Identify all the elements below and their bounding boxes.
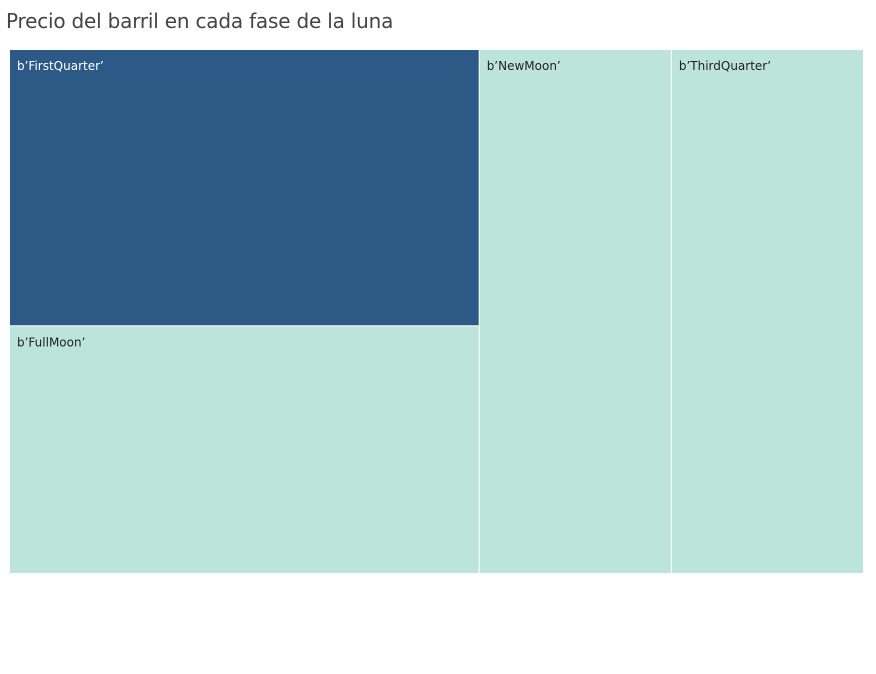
treemap-tile[interactable]: b’FullMoon’ — [10, 326, 479, 573]
treemap-tile-rect[interactable] — [10, 326, 479, 573]
treemap-tile[interactable]: b’ThirdQuarter’ — [671, 50, 863, 573]
treemap-svg: b’FirstQuarter’ b’FullMoon’ b’NewMoon’ b’Th… — [10, 50, 863, 573]
treemap-tile-rect[interactable] — [479, 50, 671, 573]
chart-title: Precio del barril en cada fase de la lun… — [6, 9, 394, 33]
treemap-tile-rect[interactable] — [671, 50, 863, 573]
treemap-chart: b’FirstQuarter’ b’FullMoon’ b’NewMoon’ b’Th… — [10, 50, 864, 574]
treemap-tile-label: b’NewMoon’ — [487, 59, 561, 73]
treemap-tile-label: b’ThirdQuarter’ — [679, 59, 771, 73]
treemap-tile-label: b’FirstQuarter’ — [17, 59, 104, 73]
treemap-tile-label: b’FullMoon’ — [17, 335, 85, 349]
treemap-tile[interactable]: b’NewMoon’ — [479, 50, 671, 573]
treemap-tile[interactable]: b’FirstQuarter’ — [10, 50, 479, 326]
treemap-tile-rect[interactable] — [10, 50, 479, 326]
